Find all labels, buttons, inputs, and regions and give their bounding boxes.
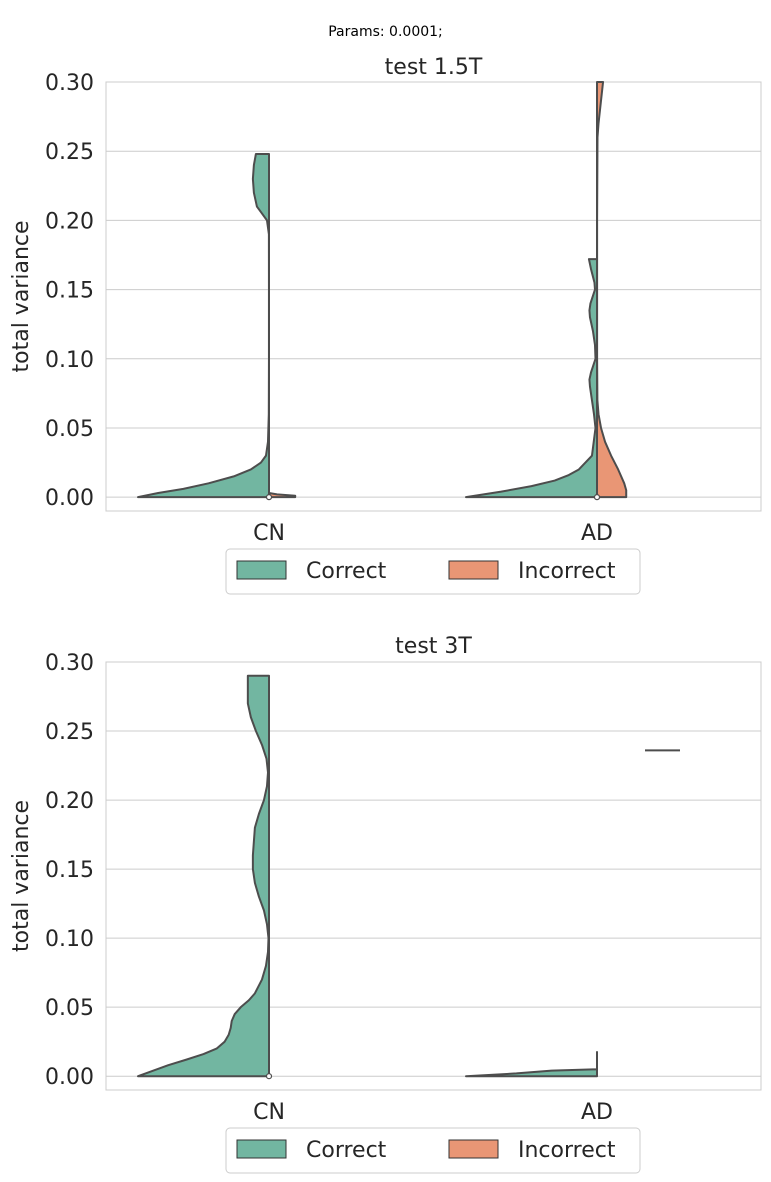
chart-title: test 1.5T: [385, 55, 483, 80]
legend-swatch-incorrect: [448, 1139, 499, 1159]
y-tick-label: 0.25: [45, 720, 94, 745]
median-marker-ad: [593, 494, 601, 501]
chart-title: test 3T: [395, 634, 472, 659]
x-tick-label-ad: AD: [581, 521, 613, 546]
legend-label-incorrect: Incorrect: [518, 1138, 616, 1163]
legend-box: [225, 548, 641, 595]
violin-ad-incorrect: [596, 81, 628, 499]
legend-swatch-correct: [236, 560, 287, 580]
y-tick-label: 0.20: [45, 209, 94, 234]
y-axis-label: total variance: [9, 800, 34, 952]
violin-ad-correct: [465, 258, 598, 499]
legend-label-correct: Correct: [306, 559, 387, 584]
legend: Correct Incorrect: [225, 1127, 641, 1174]
y-tick-label: 0.00: [45, 1065, 94, 1090]
violin-panel-2: 0.00 0.05 0.10 0.15 0.20 0.25 0.30 test 3T total…: [9, 634, 762, 1174]
legend-label-incorrect: Incorrect: [518, 559, 616, 584]
y-tick-label: 0.15: [45, 279, 94, 304]
y-tick-label: 0.20: [45, 789, 94, 814]
median-marker-cn: [265, 494, 273, 501]
y-tick-label: 0.10: [45, 348, 94, 373]
y-tick-label: 0.30: [45, 71, 94, 96]
y-tick-label: 0.15: [45, 858, 94, 883]
y-tick-label: 0.05: [45, 996, 94, 1021]
violin-ad-correct: [465, 1051, 598, 1078]
y-tick-label: 0.30: [45, 651, 94, 676]
legend: Correct Incorrect: [225, 548, 641, 595]
legend-box: [225, 1127, 641, 1174]
violin-cn-correct: [137, 674, 270, 1078]
y-tick-label: 0.10: [45, 927, 94, 952]
legend-swatch-incorrect: [448, 560, 499, 580]
y-tick-label: 0.25: [45, 140, 94, 165]
y-tick-label: 0.00: [45, 486, 94, 511]
legend-label-correct: Correct: [306, 1138, 387, 1163]
x-tick-label-ad: AD: [581, 1100, 613, 1125]
median-marker-cn: [265, 1073, 273, 1080]
y-tick-label: 0.05: [45, 417, 94, 442]
x-tick-label-cn: CN: [253, 521, 285, 546]
plot-area: [105, 81, 762, 512]
figure-suptitle: Params: 0.0001;: [328, 24, 443, 40]
violin-panel-1: 0.00 0.05 0.10 0.15 0.20 0.25 0.30 test 1.5T tot…: [9, 55, 762, 595]
plot-area: [105, 661, 762, 1091]
y-axis-label: total variance: [9, 220, 34, 372]
legend-swatch-correct: [236, 1139, 287, 1159]
violin-cn-correct: [137, 152, 270, 499]
x-tick-label-cn: CN: [253, 1100, 285, 1125]
violin-cn-incorrect: [268, 492, 297, 499]
